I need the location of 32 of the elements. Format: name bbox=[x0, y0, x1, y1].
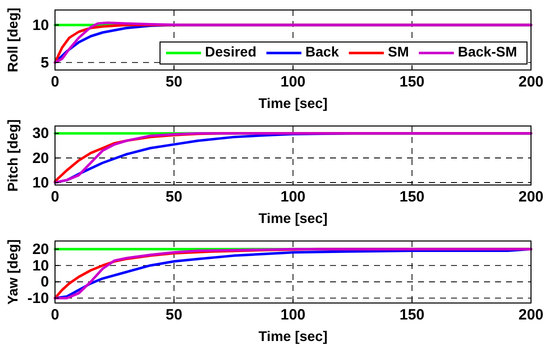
y-tick-label: 10 bbox=[32, 174, 49, 192]
y-tick-label: 30 bbox=[32, 125, 49, 142]
x-tick-label: 50 bbox=[166, 306, 182, 324]
x-axis-title: Time [sec] bbox=[258, 95, 328, 111]
x-tick-label: 50 bbox=[166, 188, 182, 206]
x-axis-title: Time [sec] bbox=[258, 210, 328, 226]
legend-label: Back bbox=[305, 44, 340, 60]
line-series bbox=[54, 248, 532, 300]
x-tick-label: 200 bbox=[518, 188, 544, 206]
x-tick-label: 200 bbox=[518, 306, 544, 324]
y-tick-label: 20 bbox=[32, 240, 49, 258]
y-tick-label: 5 bbox=[40, 54, 49, 72]
legend-label: Desired bbox=[205, 44, 256, 60]
y-axis-title: Pitch [deg] bbox=[4, 119, 21, 192]
x-tick-label: 100 bbox=[280, 188, 306, 206]
y-tick-label: 10 bbox=[32, 257, 49, 274]
x-tick-label: 150 bbox=[399, 306, 425, 324]
x-tick-label: 100 bbox=[280, 306, 306, 324]
y-tick-label: 0 bbox=[40, 274, 49, 291]
x-axis-title: Time [sec] bbox=[258, 328, 328, 344]
y-tick-label: 20 bbox=[32, 150, 49, 167]
x-tick-label: 150 bbox=[399, 74, 425, 91]
y-axis-title: Roll [deg] bbox=[4, 8, 21, 72]
legend-label: SM bbox=[388, 44, 409, 60]
x-tick-label: 150 bbox=[399, 188, 425, 206]
x-tick-label: 200 bbox=[518, 74, 544, 91]
legend-label: Back-SM bbox=[458, 44, 517, 60]
y-tick-label: -10 bbox=[27, 290, 49, 307]
y-axis-title: Yaw [deg] bbox=[4, 239, 21, 305]
x-tick-label: 50 bbox=[166, 74, 182, 91]
y-tick-label: 10 bbox=[32, 16, 49, 34]
x-tick-label: 100 bbox=[280, 74, 306, 91]
